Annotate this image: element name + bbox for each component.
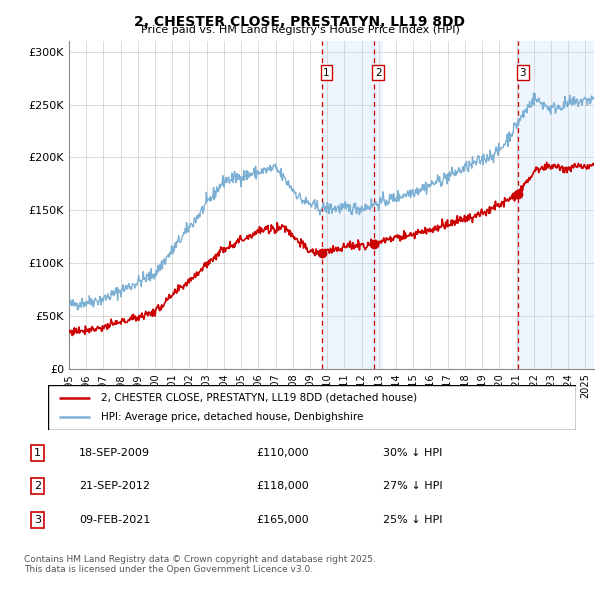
Text: 25% ↓ HPI: 25% ↓ HPI bbox=[383, 514, 442, 525]
Text: 3: 3 bbox=[34, 514, 41, 525]
Text: 09-FEB-2021: 09-FEB-2021 bbox=[79, 514, 151, 525]
Text: 21-SEP-2012: 21-SEP-2012 bbox=[79, 481, 150, 491]
Text: 2, CHESTER CLOSE, PRESTATYN, LL19 8DD: 2, CHESTER CLOSE, PRESTATYN, LL19 8DD bbox=[134, 15, 466, 29]
Text: £110,000: £110,000 bbox=[256, 448, 308, 458]
Text: 1: 1 bbox=[323, 68, 330, 78]
Text: 2: 2 bbox=[34, 481, 41, 491]
Bar bbox=[322, 41, 383, 369]
Text: 1: 1 bbox=[34, 448, 41, 458]
Text: 18-SEP-2009: 18-SEP-2009 bbox=[79, 448, 150, 458]
Text: Contains HM Land Registry data © Crown copyright and database right 2025.
This d: Contains HM Land Registry data © Crown c… bbox=[24, 555, 376, 574]
Text: Price paid vs. HM Land Registry's House Price Index (HPI): Price paid vs. HM Land Registry's House … bbox=[140, 25, 460, 35]
Text: 27% ↓ HPI: 27% ↓ HPI bbox=[383, 481, 442, 491]
Text: £165,000: £165,000 bbox=[256, 514, 308, 525]
Text: 3: 3 bbox=[519, 68, 526, 78]
Text: 30% ↓ HPI: 30% ↓ HPI bbox=[383, 448, 442, 458]
Text: HPI: Average price, detached house, Denbighshire: HPI: Average price, detached house, Denb… bbox=[101, 412, 363, 422]
Text: 2: 2 bbox=[375, 68, 382, 78]
Bar bbox=[518, 41, 594, 369]
Text: 2, CHESTER CLOSE, PRESTATYN, LL19 8DD (detached house): 2, CHESTER CLOSE, PRESTATYN, LL19 8DD (d… bbox=[101, 393, 417, 402]
Text: £118,000: £118,000 bbox=[256, 481, 308, 491]
